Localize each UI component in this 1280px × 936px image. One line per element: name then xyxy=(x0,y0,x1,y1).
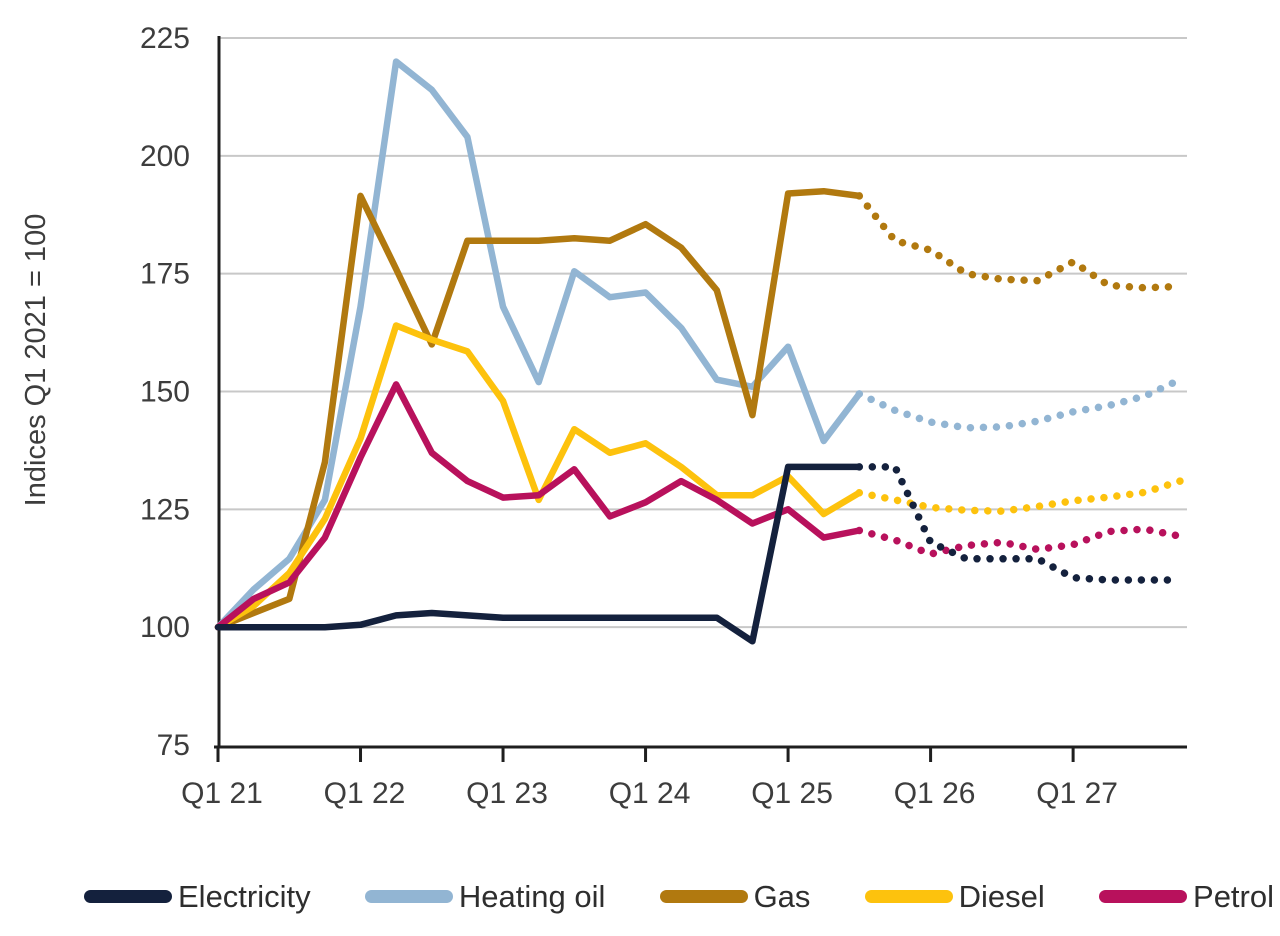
series-petrol-history-line xyxy=(214,381,863,631)
series-petrol-forecast-dotted-line xyxy=(855,525,1184,558)
legend-label-petrol: Petrol xyxy=(1193,878,1274,914)
y-tick-label-125: 125 xyxy=(140,493,190,526)
y-tick-label-100: 100 xyxy=(140,611,190,644)
series-heating-oil-forecast-dotted-line xyxy=(855,375,1184,432)
series-diesel-history-line xyxy=(214,322,863,631)
x-tick-label-Q1 27: Q1 27 xyxy=(1036,777,1118,810)
x-tick-label-Q1 21: Q1 21 xyxy=(181,777,263,810)
legend-label-heating-oil: Heating oil xyxy=(458,878,606,914)
legend-label-electricity: Electricity xyxy=(178,878,311,914)
legend-item-petrol: Petrol xyxy=(1099,881,1274,912)
series-electricity-history-line xyxy=(214,463,863,645)
legend-label-diesel: Diesel xyxy=(958,878,1045,914)
series-gas-history-line xyxy=(214,187,863,631)
x-tick-label-Q1 25: Q1 25 xyxy=(751,777,833,810)
legend-swatch-heating-oil xyxy=(364,889,453,903)
legend-item-electricity: Electricity xyxy=(84,881,311,912)
x-tick-label-Q1 22: Q1 22 xyxy=(324,777,406,810)
legend-item-heating-oil: Heating oil xyxy=(364,878,606,914)
y-axis-title: Indices Q1 2021 = 100 xyxy=(20,214,52,507)
series-electricity-forecast-dotted-line xyxy=(855,463,1184,584)
legend-swatch-electricity xyxy=(84,889,172,903)
legend-item-diesel: Diesel xyxy=(864,878,1045,914)
legend-label-gas: Gas xyxy=(753,878,811,914)
x-tick-label-Q1 24: Q1 24 xyxy=(609,777,691,810)
legend-swatch-petrol xyxy=(1099,889,1188,903)
x-tick-label-Q1 26: Q1 26 xyxy=(894,777,976,810)
legend-swatch-diesel xyxy=(864,889,953,903)
y-tick-label-225: 225 xyxy=(140,22,190,55)
series-gas-forecast-dotted-line xyxy=(855,192,1184,292)
y-tick-label-175: 175 xyxy=(140,258,190,291)
legend-item-gas: Gas xyxy=(659,878,811,914)
legend-swatch-gas xyxy=(659,889,748,903)
y-tick-label-75: 75 xyxy=(157,729,190,762)
chart-legend: Electricity Heating oil Gas Diesel Petrol xyxy=(84,874,1274,918)
x-tick-label-Q1 23: Q1 23 xyxy=(466,777,548,810)
y-tick-label-150: 150 xyxy=(140,376,190,409)
series-heating-oil-history-line xyxy=(214,58,863,631)
y-tick-label-200: 200 xyxy=(140,140,190,173)
